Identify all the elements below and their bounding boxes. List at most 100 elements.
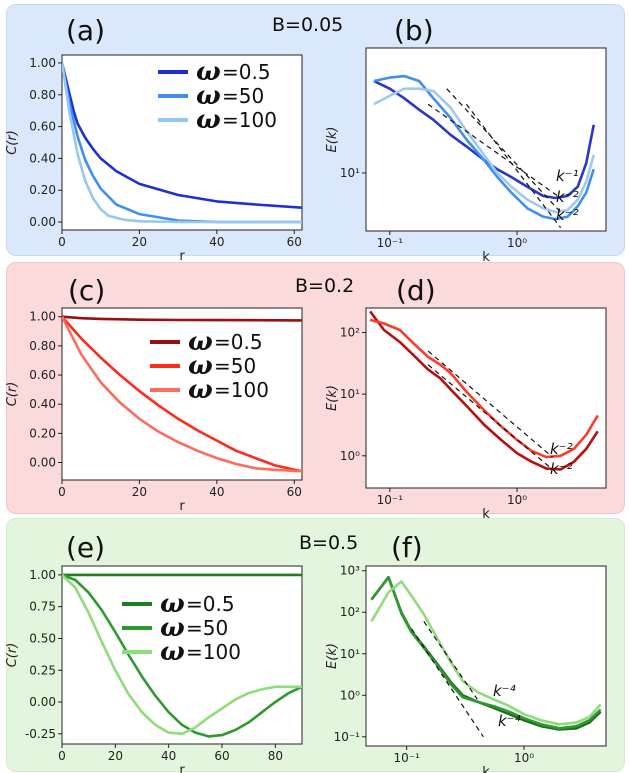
chart-f: 10⁻¹ 10⁰ 10⁻¹ 10⁰ 10¹ 10² 10³ k E(k) k⁻⁴ k⁻⁴ xyxy=(325,564,607,773)
series-line xyxy=(369,318,599,459)
band-title-b05: B=0.5 xyxy=(299,532,358,554)
y-tick-label: 1.00 xyxy=(29,56,56,70)
series-line xyxy=(370,575,602,730)
y-axis-label: E(k) xyxy=(325,385,340,411)
x-tick-label: 20 xyxy=(132,485,147,499)
x-tick-label: 10⁻¹ xyxy=(393,751,420,765)
chart-b: 10⁻¹ 10⁰ 10¹ k E(k) k⁻¹ k⁻²k⁻² xyxy=(325,47,607,265)
x-tick-label: 0 xyxy=(58,235,66,249)
band-title-b005: B=0.05 xyxy=(272,14,343,36)
legend-value: =50 xyxy=(222,84,264,108)
x-axis-label: k xyxy=(482,250,490,265)
y-axis-label: C(r) xyxy=(5,382,20,407)
y-tick-label: 10⁻¹ xyxy=(334,730,361,744)
panel-label-d: (d) xyxy=(396,274,436,307)
panel-label-b: (b) xyxy=(394,14,434,47)
legend-value: =0.5 xyxy=(222,60,271,84)
y-tick-label: 0.75 xyxy=(29,600,56,614)
series-line xyxy=(370,580,602,726)
y-tick-label: 10⁰ xyxy=(340,449,360,463)
series-line xyxy=(62,62,302,209)
y-tick-label: 0.00 xyxy=(29,695,56,709)
x-tick-label: 0 xyxy=(58,485,66,499)
legend-omega: ω xyxy=(188,375,213,405)
y-tick-label: 10⁰ xyxy=(340,688,360,702)
chart-c: 0 20 40 60 0.00 0.20 0.40 0.60 0.80 1.00 r C(r) ω =0.… xyxy=(5,307,303,514)
plot-area xyxy=(61,54,303,231)
x-tick-label: 10⁻¹ xyxy=(377,236,404,250)
y-tick-label: 0.60 xyxy=(29,120,56,134)
y-tick-label: 0.20 xyxy=(29,183,56,197)
y-tick-label: 0.00 xyxy=(29,456,56,470)
series-line xyxy=(373,74,595,221)
slope-guide-line xyxy=(427,350,553,458)
plot-area xyxy=(365,565,607,747)
legend-omega: ω xyxy=(188,351,213,381)
legend-omega: ω xyxy=(160,589,185,619)
slope-label: k⁻² xyxy=(556,206,579,224)
band-title-b02: B=0.2 xyxy=(295,275,354,297)
series-line xyxy=(62,573,302,738)
slope-guide-line xyxy=(427,364,553,470)
legend-value: =100 xyxy=(214,378,269,402)
series-line xyxy=(62,315,302,322)
legend-omega: ω xyxy=(160,637,185,667)
x-axis-label: k xyxy=(482,765,490,773)
slope-label: k⁻⁴ xyxy=(493,682,516,700)
legend-value: =50 xyxy=(186,616,228,640)
x-tick-label: 60 xyxy=(287,235,302,249)
y-tick-label: 0.00 xyxy=(29,215,56,229)
legend-omega: ω xyxy=(196,81,221,111)
x-tick-label: 60 xyxy=(287,485,302,499)
y-axis-label: C(r) xyxy=(5,643,20,668)
x-tick-label: 10⁻¹ xyxy=(377,493,404,507)
y-tick-label: 0.25 xyxy=(29,663,56,677)
plot-area xyxy=(365,307,607,489)
y-tick-label: 10¹ xyxy=(340,387,360,401)
y-tick-label: 0.80 xyxy=(29,339,56,353)
x-tick-label: 0 xyxy=(58,749,66,763)
series-line xyxy=(373,87,595,214)
legend-value: =0.5 xyxy=(186,592,235,616)
legend-value: =100 xyxy=(186,640,241,664)
legend-value: =0.5 xyxy=(214,330,263,354)
y-tick-label: 0.40 xyxy=(29,151,56,165)
slope-guide-line xyxy=(465,103,562,229)
chart-a: 0 20 40 60 0.00 0.20 0.40 0.60 0.80 1.00 r C(r) ω =0.… xyxy=(5,54,303,264)
series-line xyxy=(62,315,302,473)
series-line xyxy=(62,573,302,736)
series-line xyxy=(373,79,595,200)
slope-label: k⁻² xyxy=(550,440,573,458)
slope-guide-line xyxy=(411,628,484,738)
y-tick-label: 0.40 xyxy=(29,397,56,411)
x-tick-label: 40 xyxy=(161,749,176,763)
y-tick-label: 10² xyxy=(340,605,360,619)
series-line xyxy=(62,316,302,473)
slope-label: k⁻² xyxy=(556,188,579,206)
x-tick-label: 20 xyxy=(132,235,147,249)
chart-e: 0 20 40 60 80 -0.25 0.00 0.25 0.50 0.75 1.00 r C(r) ω… xyxy=(5,565,303,773)
x-tick-label: 10⁰ xyxy=(514,751,534,765)
x-tick-label: 20 xyxy=(108,749,123,763)
panel-label-e: (e) xyxy=(66,531,105,564)
x-tick-label: 60 xyxy=(214,749,229,763)
series-line xyxy=(369,310,599,471)
y-tick-label: 0.80 xyxy=(29,88,56,102)
y-axis-label: C(r) xyxy=(5,130,20,155)
slope-guide-line xyxy=(446,88,562,213)
y-axis-label: E(k) xyxy=(325,643,340,669)
panel-label-f: (f) xyxy=(391,531,423,564)
x-tick-label: 40 xyxy=(209,235,224,249)
x-tick-label: 80 xyxy=(268,749,283,763)
legend-omega: ω xyxy=(196,57,221,87)
slope-guide-line xyxy=(423,621,478,700)
series-line xyxy=(62,62,302,224)
legend-value: =100 xyxy=(222,108,277,132)
y-tick-label: 0.60 xyxy=(29,368,56,382)
x-axis-label: k xyxy=(482,507,490,522)
y-tick-label: 10³ xyxy=(340,564,360,578)
plot-area xyxy=(61,565,303,745)
slope-guide-line xyxy=(427,103,561,199)
y-tick-label: 1.00 xyxy=(29,568,56,582)
